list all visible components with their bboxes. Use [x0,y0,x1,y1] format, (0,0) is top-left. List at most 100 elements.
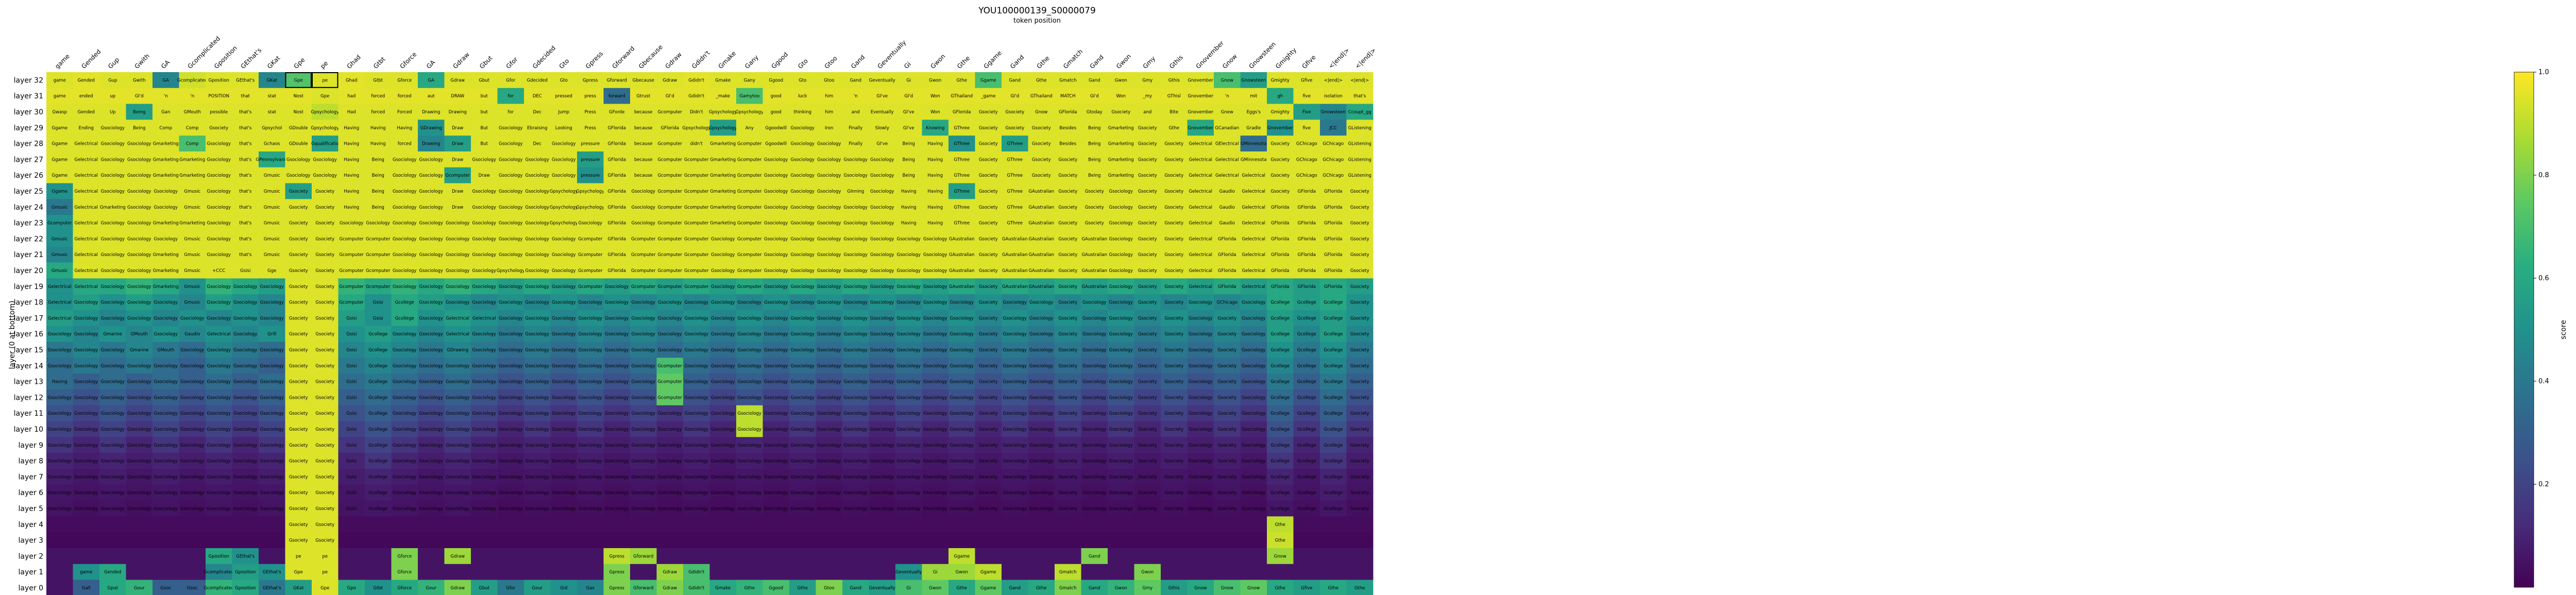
heatmap-cell [948,120,975,136]
cell-label: Gsociology [1189,364,1212,369]
cell-label: Gsociety [1164,157,1183,162]
cell-label: Gsociology [101,284,125,290]
heatmap-cell [603,310,631,327]
x-tick-label: GA [425,58,437,70]
heatmap-cell [1346,342,1374,358]
heatmap-cell [603,88,631,105]
cell-label: Gsociology [817,443,841,448]
cell-label: Gnow [1274,554,1286,559]
cell-label: GChicago [1323,142,1344,147]
heatmap-cell [524,548,551,565]
heatmap-cell [789,246,816,263]
cell-label: Having [927,142,943,147]
heatmap-cell [1028,326,1055,343]
cell-label: Gsociology [579,506,602,512]
heatmap-cell [179,516,206,533]
heatmap-cell [1187,358,1214,374]
heatmap-cell [1134,373,1161,390]
cell-label: Gsociology [127,443,151,448]
cell-label: Gsociety [315,522,334,528]
cell-label: Gsociology [233,284,257,290]
cell-label: five [1302,94,1311,99]
heatmap-cell [603,262,631,279]
heatmap-cell [1293,120,1320,136]
heatmap-cell [1161,151,1188,168]
heatmap-cell [1134,278,1161,295]
cell-label: Gsociety [289,506,308,512]
heatmap-cell [1187,262,1214,279]
cell-label: Gmarketing [153,142,179,147]
heatmap-cell [259,262,285,279]
heatmap-cell [1108,358,1134,374]
heatmap-cell [471,72,498,89]
cell-label: Gsisi [346,474,357,480]
heatmap-cell [1214,183,1241,199]
cell-label: Gelectrical [1215,157,1239,162]
heatmap-cell [1320,104,1347,120]
cell-label: Gsociology [207,411,231,416]
cell-label: Gsociology [101,221,125,226]
cell-label: Gsociology [685,395,708,400]
heatmap-cell [1161,167,1188,184]
cell-label: Gsociology [419,284,443,290]
cell-label: Gsociology [74,332,98,337]
cell-label: Gsociology [1029,427,1053,432]
heatmap-cell [762,294,790,311]
heatmap-cell [1161,326,1188,343]
heatmap-cell [46,532,73,549]
cell-label: Gsociology [658,506,682,512]
heatmap-cell [789,358,816,374]
heatmap-cell [1267,88,1294,105]
cell-label: Gsociology [1109,332,1133,337]
heatmap-cell [46,326,73,343]
cell-label: Gsociology [791,268,815,274]
cell-label: Gsociety [1138,364,1157,369]
cell-label: Gsociology [472,427,496,432]
y-tick-label: layer 18 [14,299,43,307]
cell-label: Gcollege [395,316,414,321]
heatmap-cell [471,278,498,295]
heatmap-cell [948,88,975,105]
heatmap-cell [736,183,763,199]
heatmap-cell [232,326,259,343]
heatmap-cell [338,246,365,263]
cell-label: Gcollege [1324,300,1343,305]
heatmap-cell [126,135,153,152]
cell-label: Gsociology [127,506,151,512]
cell-label: Gsociology [632,316,655,321]
cell-label: Gsociology [393,459,416,464]
cell-label: Gsociology [605,506,629,512]
heatmap-cell [842,72,869,89]
heatmap-cell [418,199,445,215]
cell-label: Gsociology [1029,443,1053,448]
cell-label: _make [715,94,730,99]
cell-label: Gsociety [1217,443,1236,448]
cell-label: Gsociology [526,411,549,416]
heatmap-cell [1293,215,1320,231]
heatmap-cell [418,548,445,565]
cell-label: Gsociology [260,490,284,496]
cell-label: Gany [744,78,755,83]
heatmap-cell [1161,532,1188,549]
cell-label: Gsociology [233,427,257,432]
heatmap-cell [1134,167,1161,184]
heatmap-cell [1187,516,1214,533]
cell-label: Gsociety [1032,126,1051,131]
heatmap-cell [179,120,206,136]
heatmap-cell [762,215,790,231]
cell-label: Being [1088,173,1100,178]
cell-label: Gsociology [844,380,868,385]
heatmap-cell [842,104,869,120]
heatmap-cell [1320,167,1347,184]
cell-label: GThree [1007,205,1023,210]
cell-label: Gsociology [950,506,974,512]
heatmap-cell [1002,532,1028,549]
cell-label: GInning [847,189,864,194]
cell-label: Gmighty [1271,110,1290,115]
cell-label: Gsociety [315,300,334,305]
heatmap-cell [1293,262,1320,279]
cell-label: Gsociology [472,380,496,385]
y-tick-label: layer 12 [14,394,43,402]
cell-label: Gsociology [207,380,231,385]
heatmap-cell [99,135,126,152]
